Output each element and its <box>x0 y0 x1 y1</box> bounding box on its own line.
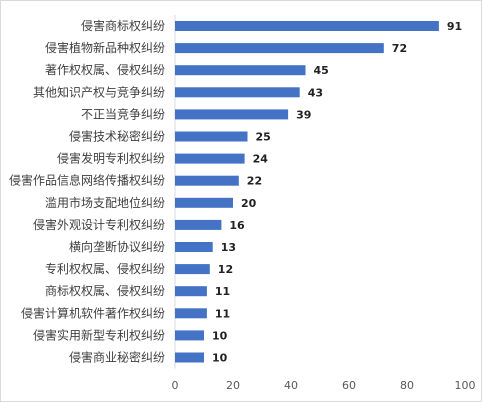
category-label: 横向垄断协议纠纷 <box>69 239 165 254</box>
bar <box>175 330 204 341</box>
category-label: 不正当竞争纠纷 <box>81 107 165 121</box>
category-label: 侵害计算机软件著作权纠纷 <box>21 305 165 320</box>
data-label: 10 <box>212 352 228 365</box>
category-label: 滥用市场支配地位纠纷 <box>45 195 165 210</box>
data-label: 24 <box>253 153 269 166</box>
bar <box>175 175 239 186</box>
data-label: 45 <box>314 64 329 77</box>
category-label: 侵害实用新型专利权纠纷 <box>33 327 165 342</box>
category-label: 侵害商业秘密纠纷 <box>69 350 165 365</box>
data-label: 43 <box>308 86 323 99</box>
data-label: 12 <box>218 263 233 276</box>
category-label: 商标权权属、侵权纠纷 <box>45 283 165 298</box>
data-label: 13 <box>221 241 236 254</box>
x-tick-label: 40 <box>284 379 298 392</box>
bar <box>175 197 233 208</box>
x-tick-label: 0 <box>172 379 179 392</box>
data-label: 10 <box>212 329 228 342</box>
data-label: 72 <box>392 42 407 55</box>
category-label: 侵害商标权纠纷 <box>81 18 165 33</box>
category-label: 侵害发明专利权纠纷 <box>57 151 165 166</box>
bar <box>175 286 207 297</box>
data-label: 11 <box>215 307 230 320</box>
category-label: 侵害技术秘密纠纷 <box>69 129 165 144</box>
bar <box>175 219 222 230</box>
data-label: 22 <box>247 175 262 188</box>
data-label: 39 <box>296 108 311 121</box>
data-label: 16 <box>229 219 245 232</box>
bar <box>175 153 245 164</box>
bar <box>175 242 213 252</box>
bar <box>175 352 204 363</box>
x-tick-label: 100 <box>455 379 476 392</box>
bar <box>175 43 384 54</box>
data-label: 20 <box>241 197 257 210</box>
category-label: 其他知识产权与竞争纠纷 <box>33 85 165 99</box>
data-label: 91 <box>447 20 462 33</box>
bar <box>175 308 207 319</box>
data-label: 11 <box>215 285 230 298</box>
bar <box>175 264 210 275</box>
bar <box>175 65 306 76</box>
category-label: 著作权权属、侵权纠纷 <box>45 62 165 77</box>
bar <box>175 87 300 98</box>
bar <box>175 109 289 120</box>
data-label: 25 <box>256 131 271 144</box>
bar <box>175 131 248 142</box>
category-label: 侵害外观设计专利权纠纷 <box>33 217 165 232</box>
bar <box>175 21 439 31</box>
x-tick-label: 80 <box>400 379 414 392</box>
x-tick-label: 20 <box>226 379 240 392</box>
category-label: 侵害作品信息网络传播权纠纷 <box>9 173 165 188</box>
category-label: 专利权权属、侵权纠纷 <box>45 261 165 276</box>
x-tick-label: 60 <box>342 379 356 392</box>
category-label: 侵害植物新品种权纠纷 <box>45 40 165 55</box>
